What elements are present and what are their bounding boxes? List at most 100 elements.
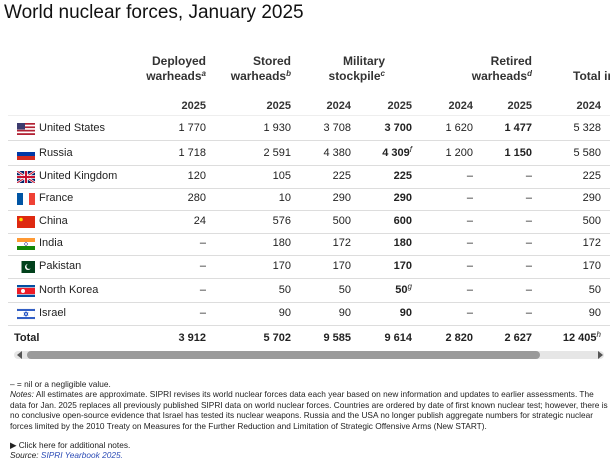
cell: 3 708 [323,122,351,134]
header-text: Retired [490,54,532,68]
row-separator [8,165,610,166]
row-separator [8,210,610,211]
total-cell: 5 702 [263,332,291,344]
header-text: Total in [573,69,610,83]
flag-icon [17,238,35,250]
scroll-thumb[interactable] [27,351,540,359]
country-name: India [39,237,63,249]
cell: 225 [393,170,412,182]
flag-icon [16,307,36,321]
cell: 280 [187,192,206,204]
total-label: Total [14,332,40,344]
cell: – [199,284,206,296]
header-line: warheadsb [231,69,291,84]
cell: – [525,284,532,296]
flag-icon [17,148,35,160]
cell: 1 620 [445,122,473,134]
cell: 5 328 [573,122,601,134]
header-text: Military [342,54,385,68]
cell: 105 [272,170,291,182]
flag-icon [17,123,35,135]
footnote-mark: f [409,145,412,154]
cell: 170 [332,260,351,272]
more-notes[interactable]: ▶ Click here for additional notes. [10,440,131,450]
header-line: warheadsd [472,69,532,84]
flag-icon [16,170,36,184]
footnote-mark: g [407,282,412,291]
more-notes-link[interactable]: Click here for additional notes. [18,440,131,450]
header-text: warheads [471,69,528,83]
cell: – [525,237,532,249]
flag [17,284,35,302]
cell: – [466,260,473,272]
cell: – [199,237,206,249]
cell: – [525,170,532,182]
cell: 576 [272,215,291,227]
flag [17,215,35,233]
title: World nuclear forces, January 2025 [4,2,304,23]
header-line: Stored [231,54,291,69]
year: 2025 [181,100,206,112]
cell: 170 [582,260,601,272]
cell: 90 [278,307,291,319]
cell: 500 [332,215,351,227]
footnote-mark: h [596,330,601,339]
total-cell: 3 912 [178,332,206,344]
notes-label: Notes: [10,389,34,399]
header-text: Stored [252,54,291,68]
cell: 10 [278,192,291,204]
cell: 170 [393,260,412,272]
year: 2025 [266,100,291,112]
year: 2024 [326,100,351,112]
cell-value: 4 309 [382,147,410,159]
country-name: Pakistan [39,260,82,272]
cell: 2 591 [263,147,291,159]
footnote-mark: c [380,69,385,78]
row-separator [8,140,610,141]
notes: Notes: All estimates are approximate. SI… [10,389,608,431]
total-cell: 2 627 [504,332,532,344]
flag [17,192,35,210]
cell: 1 200 [445,147,473,159]
scrollbar [14,351,604,359]
cell-value: 50 [395,284,408,296]
total-cell: 9 585 [323,332,351,344]
row-separator [8,302,610,303]
cell: – [466,284,473,296]
flag [17,122,35,140]
column-header: Military stockpilec [329,54,385,84]
cell: – [466,215,473,227]
source-label: Source: [10,450,39,459]
source-link[interactable]: SIPRI Yearbook 2025. [40,450,123,459]
flag [17,147,35,165]
cell: – [525,215,532,227]
header-line: warheadsa [146,69,206,84]
cell: 1 930 [263,122,291,134]
year: 2025 [507,100,532,112]
cell: – [466,170,473,182]
cell: – [199,307,206,319]
total-cell: 2 820 [445,332,473,344]
cell: 225 [582,170,601,182]
footnote-mark: b [286,69,291,78]
country-name: China [39,215,68,227]
footnote-mark: d [527,69,532,78]
column-header: Stored warheadsb [231,54,291,84]
cell: 170 [272,260,291,272]
legend-note: – = nil or a negligible value. [10,379,111,389]
cell: 5 580 [573,147,601,159]
row-separator [8,188,610,189]
country-name: North Korea [39,284,99,296]
cell: 290 [393,192,412,204]
cell: 1 150 [504,147,532,159]
cell: 90 [399,307,412,319]
cell: 290 [332,192,351,204]
cell: – [466,192,473,204]
cell: 24 [193,215,206,227]
header-rule [8,115,610,116]
cell: – [525,307,532,319]
cell: 225 [332,170,351,182]
flag-icon [17,285,35,297]
cell: – [525,260,532,272]
total-cell: 9 614 [384,332,412,344]
